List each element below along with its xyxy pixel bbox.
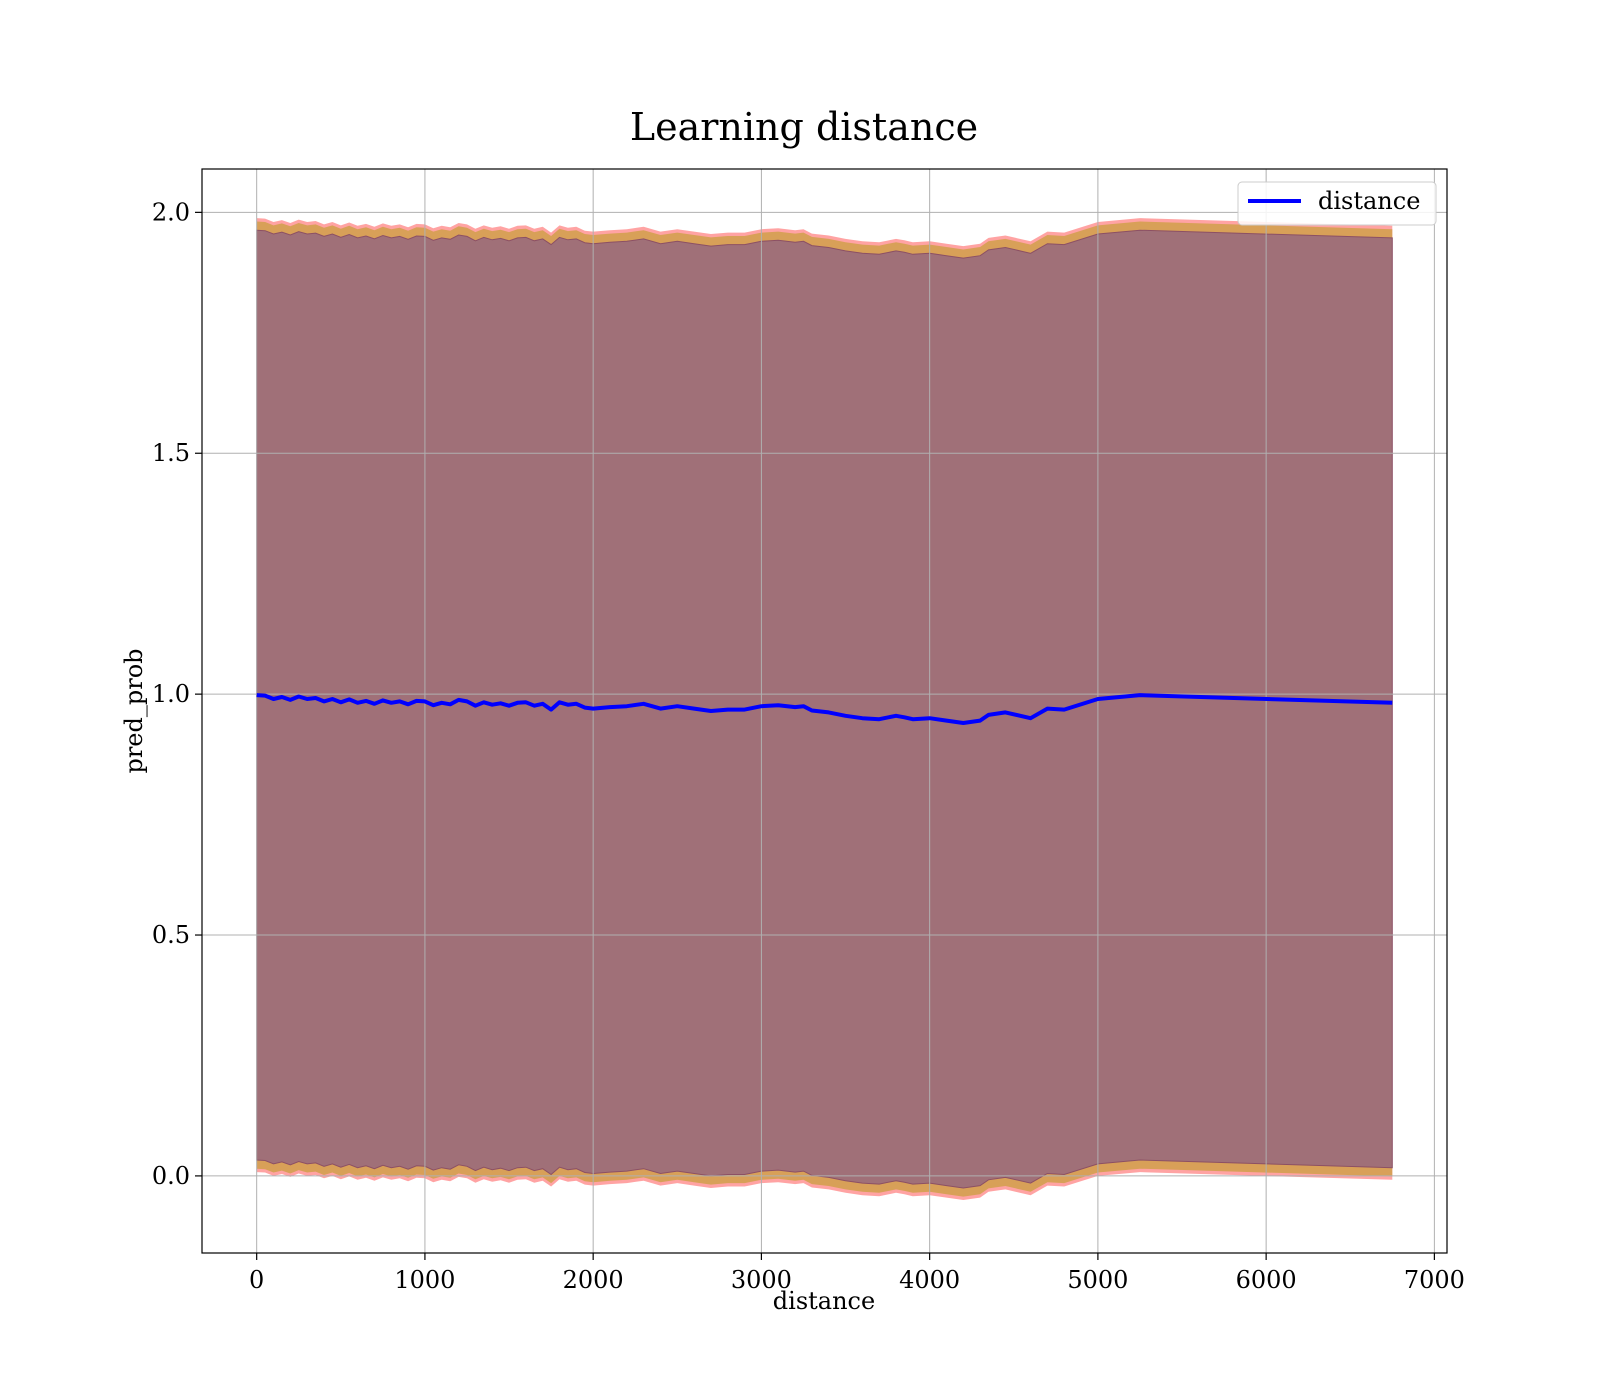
x-tick-label: 0 bbox=[249, 1266, 264, 1294]
legend-box bbox=[1237, 181, 1437, 226]
x-tick-label: 2000 bbox=[563, 1266, 624, 1294]
y-tick-label: 1.0 bbox=[152, 680, 190, 708]
confidence-bands bbox=[256, 218, 1393, 1201]
series-line-distance bbox=[256, 693, 1393, 725]
x-tick-label: 4000 bbox=[899, 1266, 960, 1294]
x-tick-label: 5000 bbox=[1067, 1266, 1128, 1294]
chart-title: Learning distance bbox=[630, 105, 978, 149]
y-tick-label: 1.5 bbox=[152, 439, 190, 467]
x-tick-label: 3000 bbox=[731, 1266, 792, 1294]
x-tick-label: 1000 bbox=[394, 1266, 455, 1294]
x-axis-ticks: 0 1000 2000 3000 4000 5000 6000 7000 bbox=[249, 1253, 1465, 1294]
band-inner bbox=[256, 229, 1393, 1189]
y-tick-label: 2.0 bbox=[152, 198, 190, 226]
y-axis-ticks: 0.0 0.5 1.0 1.5 2.0 bbox=[152, 198, 202, 1190]
x-tick-label: 6000 bbox=[1236, 1266, 1297, 1294]
x-tick-label: 7000 bbox=[1404, 1266, 1465, 1294]
x-axis-label: distance bbox=[773, 1287, 875, 1315]
series-line-layer bbox=[256, 693, 1393, 725]
legend-label-distance: distance bbox=[1318, 187, 1420, 215]
y-tick-label: 0.0 bbox=[152, 1162, 190, 1190]
gridlines bbox=[202, 169, 1447, 1253]
y-tick-label: 0.5 bbox=[152, 921, 190, 949]
y-axis-label: pred_prob bbox=[120, 648, 148, 773]
plot-area-frame bbox=[201, 168, 1448, 1254]
legend: distance bbox=[1237, 181, 1437, 226]
